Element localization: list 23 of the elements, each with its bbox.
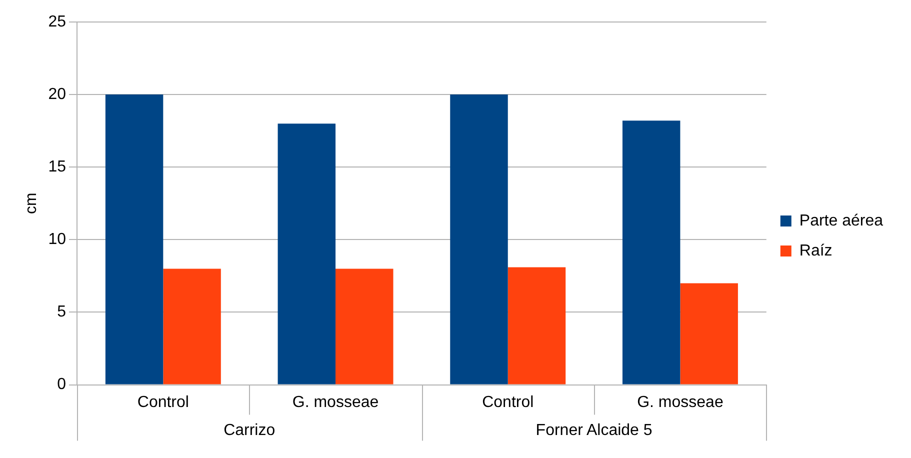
text: Carrizo bbox=[224, 422, 276, 440]
x-tick-label: G. mosseae bbox=[637, 394, 724, 411]
bar bbox=[680, 283, 738, 384]
bar bbox=[508, 267, 566, 384]
x-tick-label: Control bbox=[137, 394, 189, 411]
bar bbox=[336, 268, 394, 384]
text: Forner Alcaide 5 bbox=[536, 422, 652, 440]
bar bbox=[163, 268, 221, 384]
legend-label: Parte aérea bbox=[799, 212, 884, 230]
y-tick-label: 25 bbox=[48, 13, 66, 30]
bar bbox=[105, 94, 164, 384]
y-tick-label: 0 bbox=[57, 376, 66, 394]
x-tick-label: G. mosseae bbox=[292, 394, 379, 411]
legend-label: Raíz bbox=[799, 242, 832, 260]
y-axis-title: cm bbox=[23, 192, 40, 214]
bar bbox=[278, 124, 336, 384]
bar bbox=[450, 94, 508, 384]
y-tick-label: 15 bbox=[48, 158, 66, 176]
y-tick-label: 10 bbox=[48, 231, 66, 248]
bar bbox=[622, 120, 680, 384]
y-tick-label: 5 bbox=[57, 304, 66, 321]
y-tick-label: 20 bbox=[48, 86, 66, 103]
x-tick-label: Control bbox=[482, 394, 534, 411]
